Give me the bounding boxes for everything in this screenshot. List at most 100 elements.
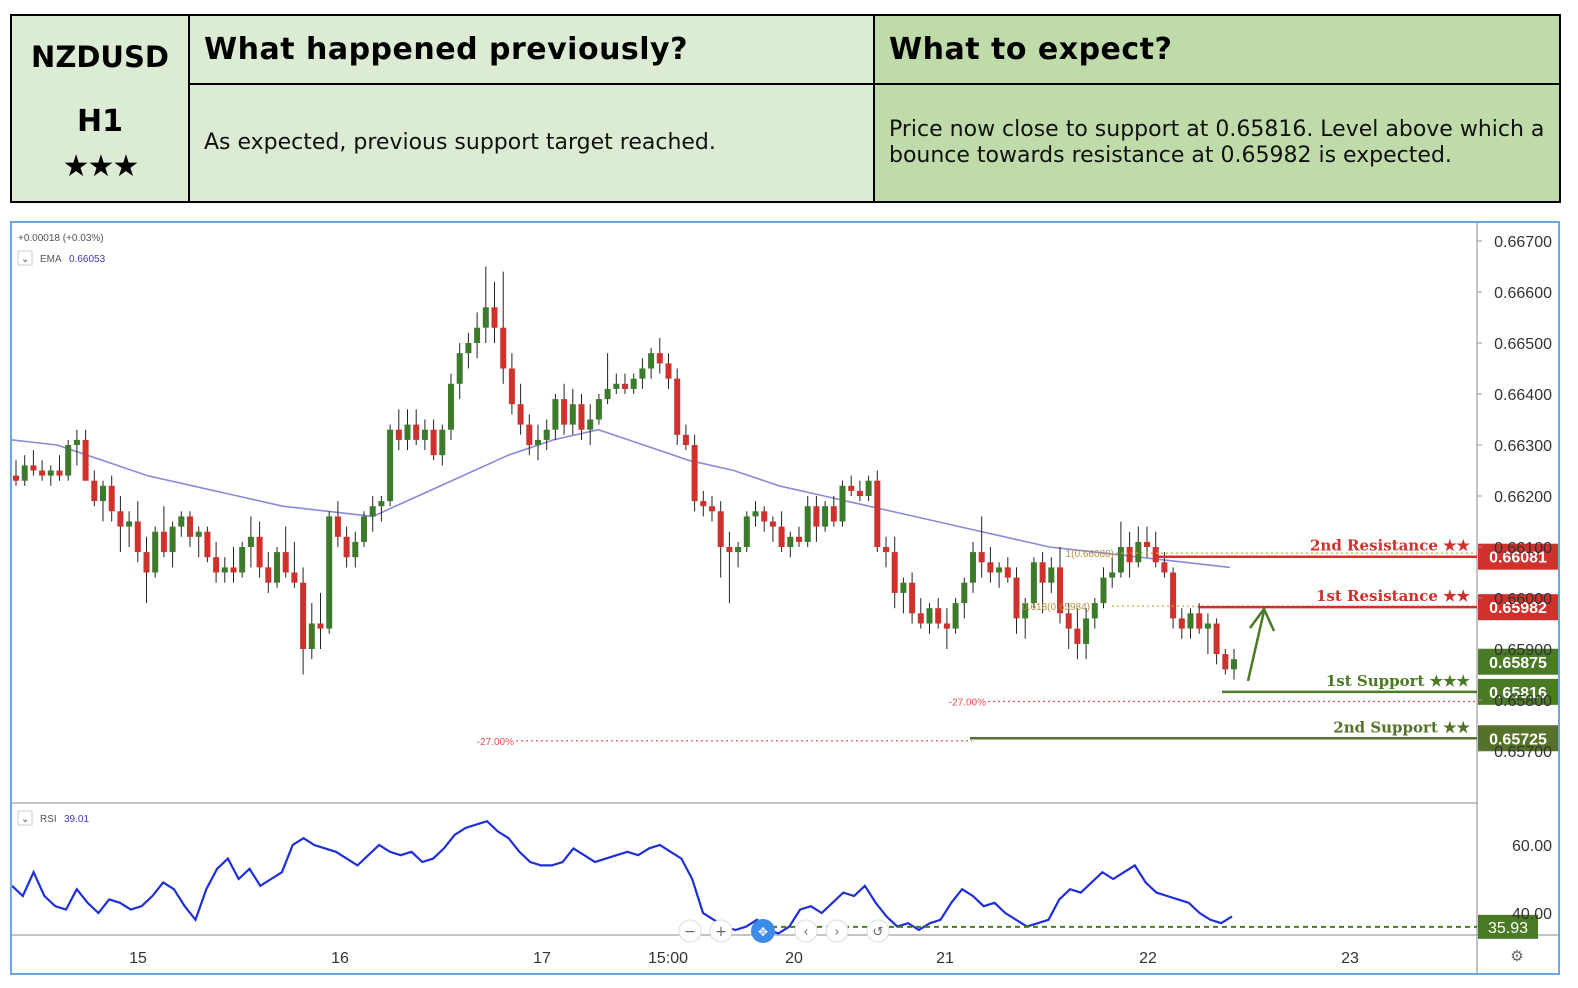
candle-down <box>691 445 698 502</box>
price-axis[interactable]: 0.66700 0.66600 0.66500 0.66400 0.66300 0.662… <box>1477 234 1552 923</box>
analysis-header-table: NZDUSD H1 ★★★ What happened previously? … <box>10 14 1561 203</box>
ema-collapse-button[interactable] <box>17 250 33 266</box>
candle-down <box>883 547 889 553</box>
candle-down <box>160 531 167 553</box>
price-tick-label: 0.66700 <box>1494 234 1552 251</box>
candle-down <box>726 547 733 553</box>
settings-gear-icon[interactable]: ⚙ <box>1510 947 1523 965</box>
candle-down <box>813 506 820 527</box>
prev-text: As expected, previous support target rea… <box>204 130 716 155</box>
candle-up <box>448 383 454 430</box>
resistance-1-label: 1st Resistance ★★ <box>1316 587 1471 605</box>
candle-down <box>987 562 994 573</box>
candle-up <box>326 516 333 629</box>
candle-down <box>265 567 272 583</box>
scroll-right-button[interactable] <box>825 919 849 943</box>
chevron-down-icon: ⌄ <box>21 254 29 265</box>
pair-cell: NZDUSD H1 ★★★ <box>10 14 190 203</box>
support-2-label: 2nd Support ★★ <box>1333 718 1470 736</box>
candle-up <box>404 424 411 440</box>
candle-up <box>743 516 750 547</box>
rsi-value: 39.01 <box>64 814 89 825</box>
candle-down <box>256 536 263 568</box>
zoom-out-button[interactable] <box>678 919 702 943</box>
candle-down <box>1213 623 1220 655</box>
refresh-icon: ↺ <box>873 925 884 940</box>
candle-up <box>73 439 80 445</box>
rsi-legend[interactable]: ⌄ RSI 39.01 <box>17 810 89 826</box>
candle-up <box>1083 618 1090 644</box>
scroll-left-button[interactable] <box>794 919 818 943</box>
candle-down <box>300 582 307 649</box>
ema-line-group <box>12 428 1231 569</box>
chevron-down-icon: ⌄ <box>21 814 29 825</box>
candle-down <box>1161 562 1168 573</box>
candle-down <box>656 353 663 364</box>
candle-down <box>830 506 837 522</box>
candle-up <box>648 353 655 369</box>
timeframe-label: H1 <box>77 103 123 139</box>
candle-up <box>465 343 472 354</box>
candle-up <box>787 536 794 547</box>
candle-down <box>430 429 437 456</box>
candle-up <box>595 399 602 420</box>
candle-down <box>1144 541 1150 547</box>
support-2-badge <box>1478 725 1558 752</box>
candle-down <box>526 424 533 445</box>
candle-up <box>1022 603 1029 619</box>
candle-down <box>30 465 37 471</box>
candle-up <box>100 485 106 502</box>
rsi-last-label: 35.93 <box>1488 920 1528 937</box>
support-1-badge <box>1478 678 1558 705</box>
candle-up <box>1091 603 1098 619</box>
candle-up <box>474 327 481 343</box>
fib-618-label: 0.618(0.65984) <box>1022 602 1090 613</box>
ema-legend[interactable]: ⌄ EMA 0.66053 <box>17 250 106 266</box>
candle-up <box>126 521 133 527</box>
price-tick-label: 0.66400 <box>1494 387 1552 404</box>
candle-down <box>778 526 785 547</box>
rsi-tick-label: 60.00 <box>1512 838 1552 855</box>
reset-chart-button[interactable] <box>866 919 890 943</box>
candle-down <box>856 490 863 496</box>
candle-up <box>961 582 968 604</box>
reset-view-button[interactable] <box>751 919 775 943</box>
candle-down <box>334 516 341 537</box>
fib-1-label: 1(0.66088) <box>1066 549 1114 560</box>
candle-down <box>82 439 89 481</box>
chevron-right-icon: › <box>834 925 839 940</box>
candle-down <box>561 399 568 425</box>
candle-down <box>1126 547 1133 563</box>
ema-label: EMA <box>40 254 62 265</box>
candle-down <box>909 582 916 614</box>
time-tick-label: 22 <box>1139 950 1157 967</box>
time-axis[interactable]: 15 16 17 15:00 20 21 22 23 <box>129 950 1359 967</box>
price-tick-label: 0.66600 <box>1494 285 1552 302</box>
support-1-value: 0.65816 <box>1489 685 1547 702</box>
price-tick-label: 0.66000 <box>1494 591 1552 608</box>
candle-up <box>952 603 959 629</box>
candle-down <box>108 485 115 512</box>
rsi-collapse-button[interactable] <box>17 810 33 826</box>
candle-up <box>613 383 620 389</box>
chart-nav-controls[interactable]: − + ✥ ‹ › ↺ <box>678 919 890 943</box>
bounce-arrow-shaft <box>1246 610 1266 682</box>
candle-up <box>482 307 489 328</box>
candle-up <box>239 547 246 573</box>
time-tick-label: 15:00 <box>648 950 688 967</box>
chart-frame[interactable]: +0.00018 (+0.03%) ⌄ EMA 0.66053 ⌄ RSI 39… <box>10 221 1560 975</box>
candle-down <box>700 501 707 507</box>
candle-up <box>221 567 228 573</box>
resistance-2-label: 2nd Resistance ★★ <box>1310 537 1471 555</box>
time-tick-label: 15 <box>129 950 147 967</box>
prev-text-cell: As expected, previous support target rea… <box>188 83 875 203</box>
support-1-label: 1st Support ★★★ <box>1326 672 1471 690</box>
last-price-badge <box>1478 648 1558 675</box>
candle-up <box>178 516 185 527</box>
candle-up <box>752 511 759 517</box>
price-chart-svg[interactable]: +0.00018 (+0.03%) ⌄ EMA 0.66053 ⌄ RSI 39… <box>12 223 1558 973</box>
price-tick-label: 0.65800 <box>1494 693 1552 710</box>
candle-down <box>1222 654 1229 670</box>
zoom-in-button[interactable] <box>709 919 733 943</box>
next-title: What to expect? <box>889 32 1173 67</box>
